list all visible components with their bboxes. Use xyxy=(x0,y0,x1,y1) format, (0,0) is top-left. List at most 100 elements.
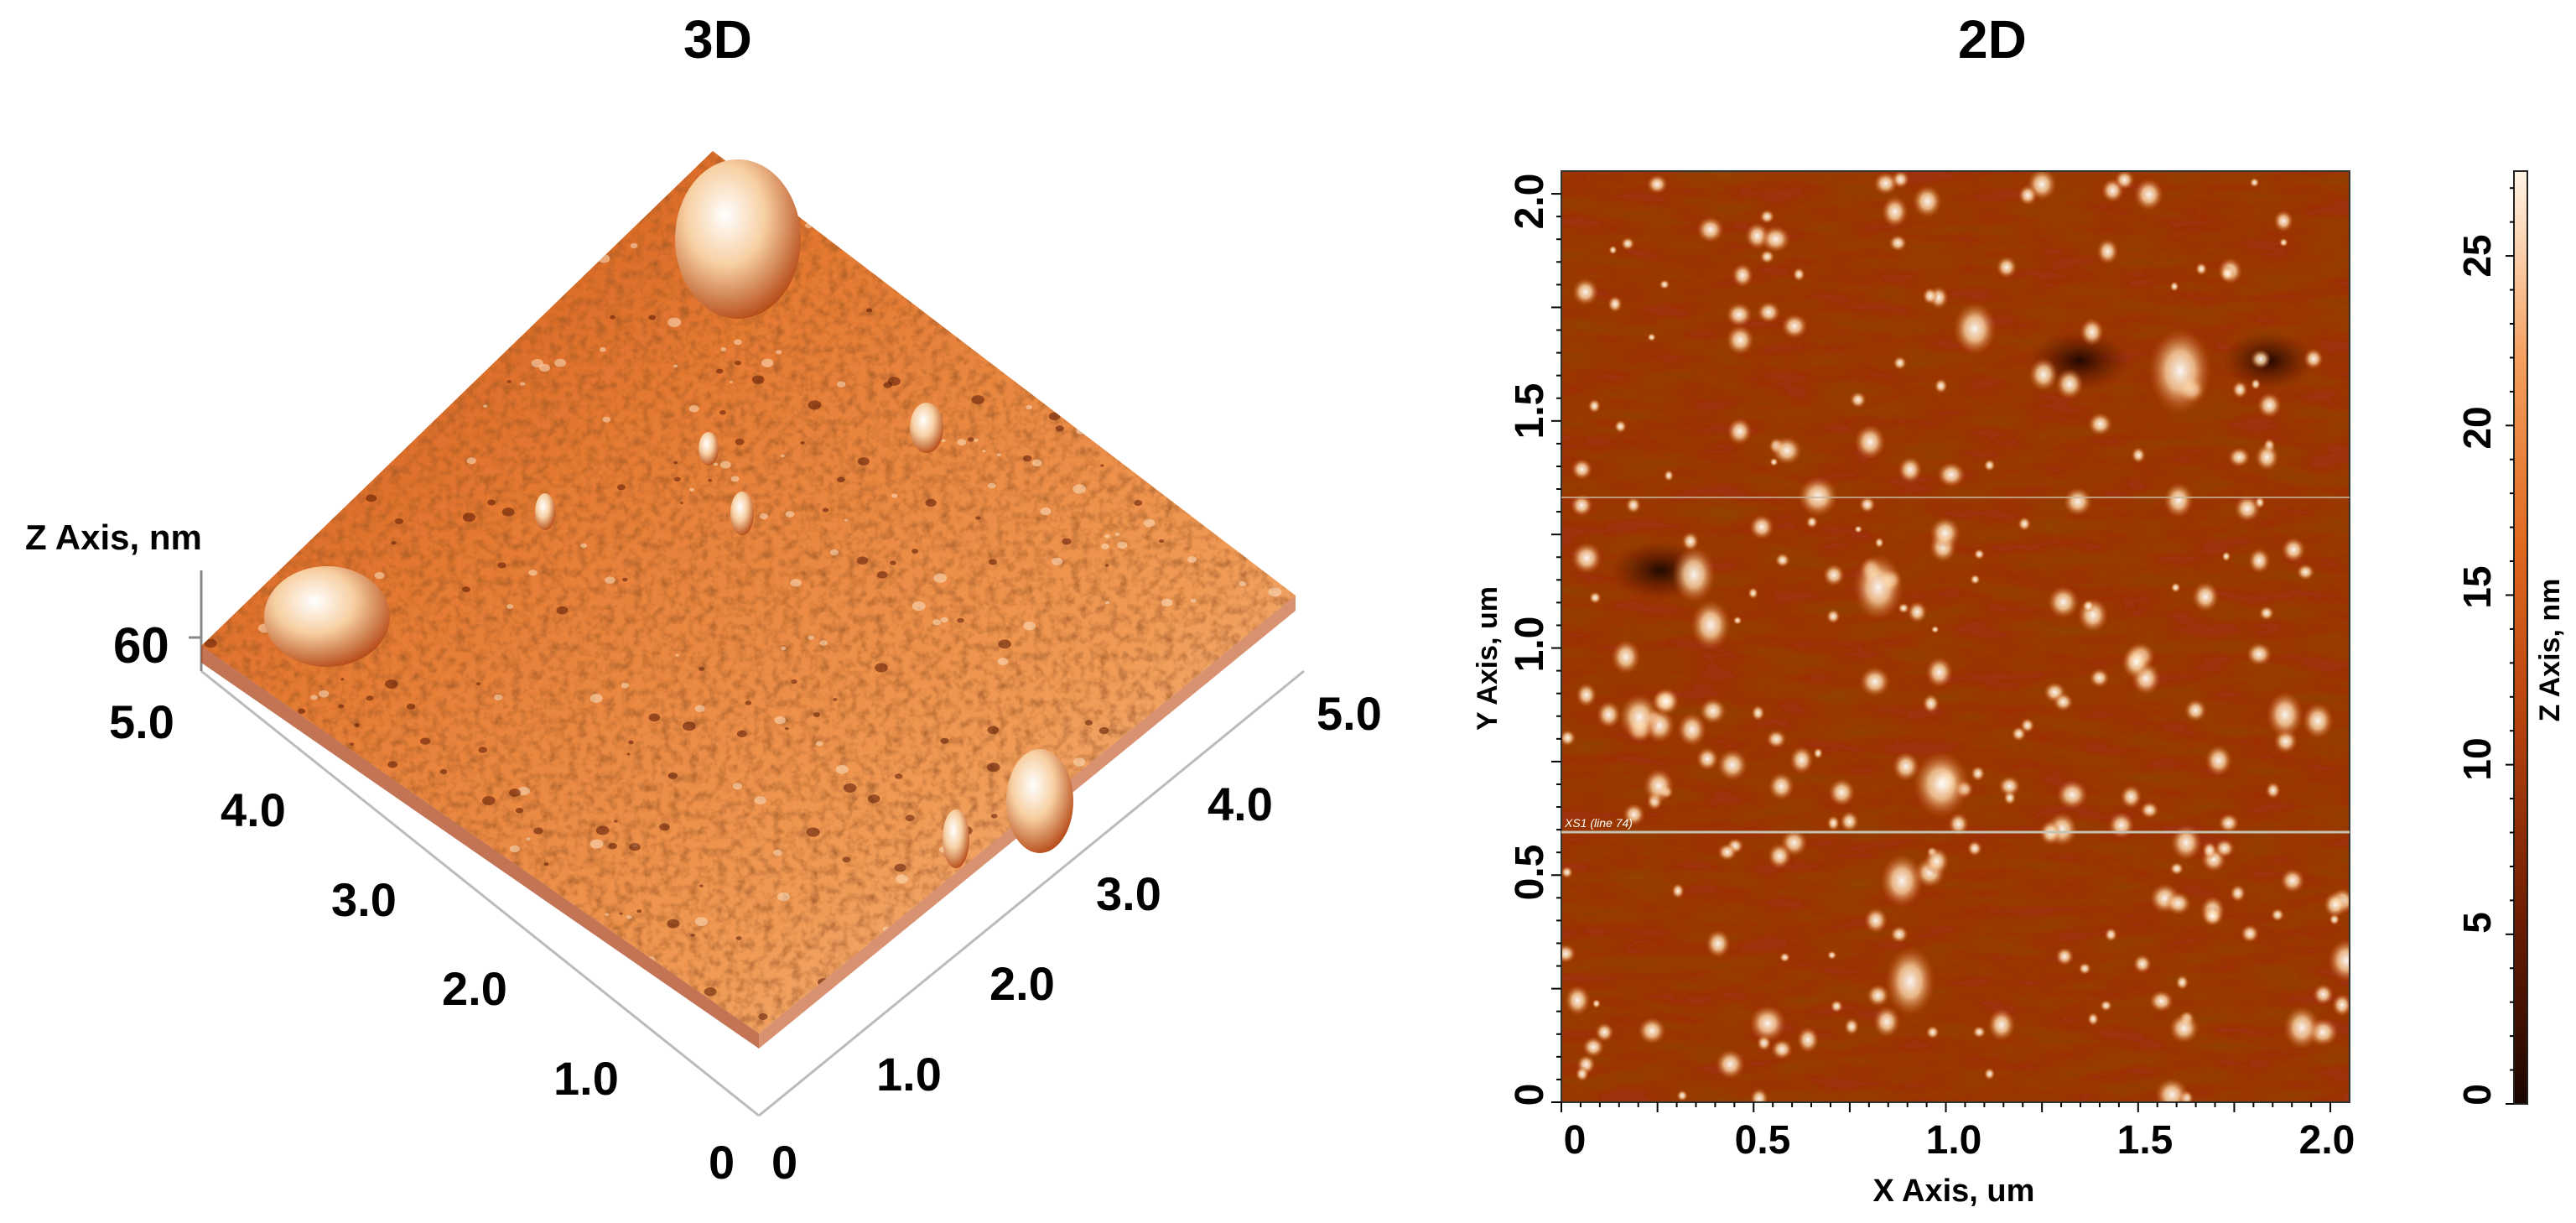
surface-grain xyxy=(895,773,903,779)
surface-grain xyxy=(808,400,822,410)
particle xyxy=(2165,891,2192,915)
particle xyxy=(2230,884,2246,903)
surface-grain xyxy=(1117,541,1128,549)
surface-grain xyxy=(287,431,296,437)
particle xyxy=(2227,447,2251,468)
surface-grain xyxy=(1098,726,1109,735)
surface-grain xyxy=(1257,552,1270,561)
surface-grain xyxy=(393,398,401,404)
particle xyxy=(2047,585,2080,619)
surface-grain xyxy=(506,380,512,383)
surface-grain xyxy=(708,479,713,482)
surface-grain xyxy=(282,854,290,860)
surface-grain xyxy=(808,635,814,640)
surface-grain xyxy=(981,911,991,918)
particle xyxy=(1885,946,1935,1017)
right-axis-tick: 3.0 xyxy=(1096,867,1161,920)
particle xyxy=(1748,586,1758,600)
surface-grain xyxy=(526,229,535,236)
particle xyxy=(2055,947,2075,966)
surface-grain xyxy=(694,917,709,927)
particle xyxy=(1564,985,1591,1016)
particle xyxy=(2169,281,2179,292)
surface-grain xyxy=(352,437,365,446)
particle xyxy=(2114,171,2135,190)
surface-grain xyxy=(713,462,719,466)
particle xyxy=(2087,412,2113,436)
particle xyxy=(2218,813,2240,833)
particle xyxy=(2096,238,2119,265)
surface-grain xyxy=(204,638,217,648)
surface-grain xyxy=(395,381,404,388)
particle xyxy=(2249,177,2260,188)
surface-grain xyxy=(394,518,403,524)
particle xyxy=(1576,682,1597,708)
particle xyxy=(1936,461,1966,488)
surface-grain xyxy=(1054,315,1058,318)
particle xyxy=(2250,377,2262,390)
surface-grain xyxy=(291,478,296,481)
particle xyxy=(2271,908,2285,922)
surface-grain xyxy=(816,741,823,747)
surface-grain xyxy=(533,827,543,835)
surface-grain xyxy=(1015,331,1023,337)
surface-grain xyxy=(1283,246,1289,250)
colorbar-tick-label: 10 xyxy=(2455,737,2499,780)
surface-grain xyxy=(905,814,915,822)
surface-grain xyxy=(1052,557,1063,565)
surface-grain xyxy=(308,254,319,263)
particle xyxy=(2296,564,2315,580)
surface-grain xyxy=(1113,292,1119,297)
surface-grain xyxy=(929,195,936,200)
particle xyxy=(1749,1005,1786,1042)
particle xyxy=(1571,278,1599,306)
surface-grain xyxy=(1246,991,1257,999)
surface-grain xyxy=(776,892,790,902)
surface-grain xyxy=(619,912,623,915)
particle xyxy=(2104,927,2118,942)
surface-grain xyxy=(589,839,604,849)
left-axis-tick: 2.0 xyxy=(442,962,507,1015)
surface-grain xyxy=(1004,171,1012,177)
surface-grain xyxy=(989,559,997,565)
surface-grain xyxy=(1151,940,1157,945)
surface-grain xyxy=(223,908,236,918)
surface-grain xyxy=(1143,518,1156,528)
surface-grain xyxy=(836,381,846,388)
particle xyxy=(1859,496,1876,513)
particle xyxy=(1966,840,1982,857)
particle xyxy=(1892,752,1920,782)
surface-grain xyxy=(1000,200,1012,209)
particle xyxy=(1571,542,1602,575)
particle xyxy=(1934,378,1948,394)
surface-grain xyxy=(500,257,512,265)
surface-grain xyxy=(270,552,283,561)
surface-grain xyxy=(922,257,929,262)
surface-grain xyxy=(338,704,345,709)
surface-grain xyxy=(360,843,372,852)
surface-grain xyxy=(829,549,839,556)
surface-grain xyxy=(688,487,694,492)
surface-grain xyxy=(1187,556,1197,563)
particle xyxy=(1859,666,1891,697)
surface-grain xyxy=(720,347,727,351)
particle xyxy=(1987,1008,2016,1042)
surface-grain xyxy=(800,441,805,445)
particle xyxy=(2133,178,2164,211)
surface-grain xyxy=(1190,284,1203,294)
particle xyxy=(1872,1006,1901,1038)
particle xyxy=(2281,537,2306,563)
surface-grain xyxy=(719,461,731,469)
surface-grain xyxy=(931,221,940,228)
particle xyxy=(1948,812,1969,836)
particle xyxy=(2100,999,2112,1012)
surface-grain xyxy=(987,482,996,489)
surface-bump xyxy=(675,159,801,319)
surface-grain xyxy=(378,1018,387,1025)
surface-grain xyxy=(667,772,678,779)
surface-grain xyxy=(805,222,813,229)
particle xyxy=(1853,554,1903,621)
surface-grain xyxy=(967,437,974,442)
surface-grain xyxy=(467,244,477,252)
particle xyxy=(2053,692,2074,712)
